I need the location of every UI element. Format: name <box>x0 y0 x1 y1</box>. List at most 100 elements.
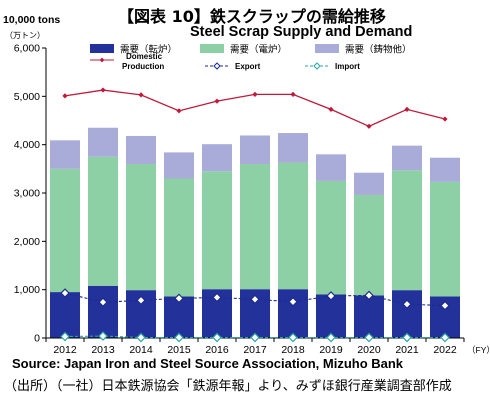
bar-segment-2-2016 <box>202 171 232 290</box>
bar-segment-1-2020 <box>354 295 384 338</box>
line-point-5-2019 <box>326 291 336 301</box>
legend-label-3: 需要（鋳物他） <box>345 44 412 56</box>
source-note-en: Source: Japan Iron and Steel Source Asso… <box>12 356 404 371</box>
legend-label-2: 需要（電炉） <box>230 44 287 56</box>
legend-swatch-2 <box>200 44 224 53</box>
bar-segment-3-2020 <box>354 172 384 195</box>
bar-segment-3-2018 <box>278 133 308 163</box>
bar-segment-1-2019 <box>316 294 346 338</box>
bar-segment-2-2015 <box>164 178 194 297</box>
y-tick-label: 4,000 <box>14 139 40 151</box>
bar-segment-2-2012 <box>50 168 80 293</box>
axes-layer: 0 1,000 2,000 3,000 4,000 5,000 6,000 2012 2013 2… <box>14 43 490 357</box>
bar-segment-2-2022 <box>430 181 460 297</box>
line-point-6-2020 <box>364 332 374 343</box>
x-tick-label: 2013 <box>91 344 115 356</box>
bars-layer <box>50 127 460 338</box>
line-point-5-2014 <box>136 295 146 306</box>
legend-marker-6 <box>313 62 321 70</box>
x-tick-label: 2014 <box>129 344 153 356</box>
line-point-6-2021 <box>402 332 412 343</box>
bar-segment-3-2017 <box>240 135 270 164</box>
line-point-5-2016 <box>212 292 222 303</box>
y-axis-unit-label: 10,000 tons <box>3 14 61 26</box>
bar-segment-1-2021 <box>392 290 422 338</box>
legend-swatch-3 <box>315 44 339 53</box>
line-point-6-2015 <box>174 332 184 343</box>
line-point-6-2012 <box>60 331 70 342</box>
line-point-5-2020 <box>364 290 374 301</box>
bar-segment-3-2016 <box>202 144 232 172</box>
line-point-5-2015 <box>174 293 184 304</box>
line-point-4-2022 <box>442 116 448 122</box>
legend-label-6: Import <box>335 62 360 71</box>
line-point-5-2021 <box>402 299 412 310</box>
x-tick-label: 2017 <box>243 344 267 356</box>
y-tick-label: 5,000 <box>14 91 40 103</box>
line-point-4-2018 <box>290 91 296 97</box>
bar-segment-2-2020 <box>354 194 384 296</box>
y-tick-label: 3,000 <box>14 188 40 200</box>
legend-marker-5 <box>213 62 221 70</box>
line-point-4-2017 <box>252 91 258 97</box>
line-point-5-2013 <box>98 297 108 308</box>
chart-title-en: Steel Scrap Supply and Demand <box>190 24 413 40</box>
chart-title-jp: 【図表 10】鉄スクラップの需給推移 <box>118 7 386 26</box>
line-point-4-2016 <box>214 98 220 104</box>
line-point-5-2017 <box>250 294 260 305</box>
bar-segment-3-2012 <box>50 140 80 169</box>
line-point-6-2019 <box>326 332 336 343</box>
legend-label-5: Export <box>235 62 261 71</box>
bar-segment-2-2017 <box>240 164 270 290</box>
bar-segment-2-2013 <box>88 156 118 286</box>
x-tick-label: 2021 <box>395 344 419 356</box>
bar-segment-2-2021 <box>392 170 422 291</box>
bar-segment-1-2018 <box>278 289 308 338</box>
line-point-6-2017 <box>250 332 260 343</box>
x-tick-label: 2018 <box>281 344 305 356</box>
y-axis-unit-label-jp: （万トン） <box>5 31 45 40</box>
legend-label-4-line2: Production <box>122 62 164 71</box>
line-point-4-2012 <box>62 93 68 99</box>
line-point-4-2021 <box>404 106 410 112</box>
line-point-4-2013 <box>100 87 106 93</box>
line-point-6-2013 <box>98 331 108 341</box>
legend-label-4: Domestic <box>126 52 163 61</box>
line-point-5-2022 <box>440 300 450 311</box>
y-tick-label: 0 <box>34 333 40 345</box>
line-point-4-2020 <box>366 123 372 129</box>
x-tick-label: 2016 <box>205 344 229 356</box>
x-tick-label: 2022 <box>433 344 457 356</box>
source-note-jp: （出所）（一社）日本鉄源協会「鉄源年報」より、みずほ銀行産業調査部作成 <box>4 379 452 394</box>
x-tick-label: 2019 <box>319 344 343 356</box>
line-point-4-2019 <box>328 106 334 112</box>
bar-segment-1-2015 <box>164 296 194 338</box>
bar-segment-2-2018 <box>278 162 308 290</box>
y-tick-label: 1,000 <box>14 284 40 296</box>
line-point-6-2022 <box>440 332 450 343</box>
bar-segment-3-2019 <box>316 154 346 181</box>
x-axis-unit-label: （FY） <box>467 345 490 355</box>
bar-segment-3-2015 <box>164 152 194 179</box>
line-point-5-2018 <box>288 296 298 307</box>
bar-segment-3-2022 <box>430 157 460 182</box>
line-point-4-2015 <box>176 108 182 114</box>
x-tick-label: 2020 <box>357 344 381 356</box>
legend-marker-4 <box>99 57 105 63</box>
bar-segment-1-2013 <box>88 285 118 338</box>
line-point-6-2018 <box>288 332 298 343</box>
x-tick-label: 2015 <box>167 344 191 356</box>
bar-segment-3-2021 <box>392 145 422 171</box>
line-point-6-2016 <box>212 332 222 343</box>
lines-layer <box>60 87 450 343</box>
legend-swatch-1 <box>90 44 114 53</box>
legend-label-1: 需要（転炉） <box>120 44 177 56</box>
bar-segment-2-2019 <box>316 180 346 295</box>
bar-segment-1-2012 <box>50 292 80 338</box>
bar-segment-3-2014 <box>126 135 156 164</box>
x-tick-label: 2012 <box>53 344 77 356</box>
y-tick-label: 6,000 <box>14 43 40 55</box>
bar-segment-3-2013 <box>88 127 118 157</box>
